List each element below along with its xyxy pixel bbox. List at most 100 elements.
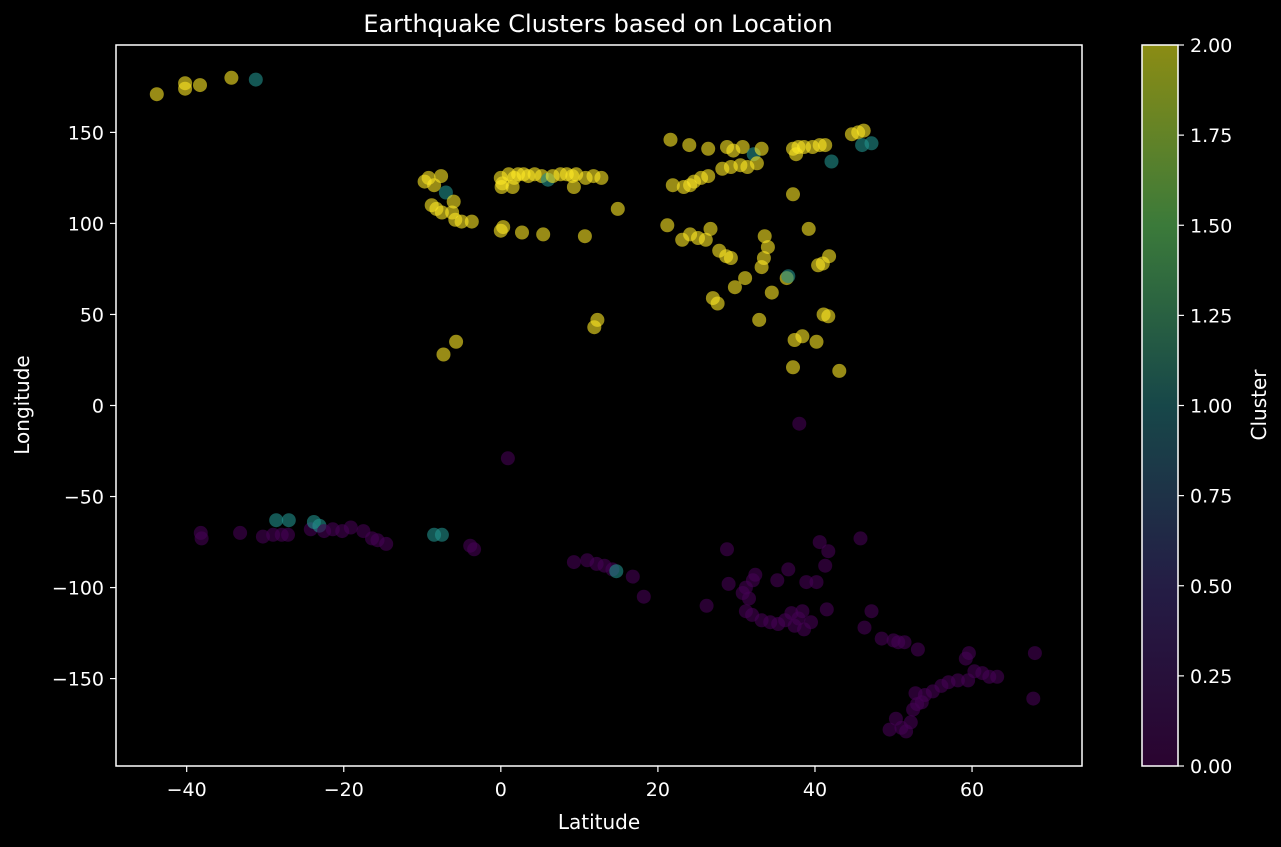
data-point-50 [663, 132, 678, 147]
data-point-115 [792, 416, 807, 431]
data-point-83 [660, 218, 675, 233]
data-point-68 [749, 156, 764, 171]
data-point-184 [910, 642, 925, 657]
data-point-51 [682, 138, 697, 153]
data-point-97 [757, 229, 772, 244]
data-point-114 [832, 363, 847, 378]
data-point-82 [786, 187, 800, 202]
data-point-201 [961, 646, 976, 661]
data-point-198 [950, 673, 965, 688]
data-point-180 [874, 631, 889, 646]
colorbar-tick-label-0: 0.00 [1190, 756, 1232, 778]
data-point-17 [454, 214, 469, 229]
data-point-20 [449, 334, 464, 349]
data-point-112 [809, 334, 824, 349]
data-point-154 [742, 591, 756, 606]
y-tick-label-6: 150 [68, 122, 104, 144]
data-point-74 [818, 138, 833, 153]
data-point-75 [789, 147, 804, 162]
data-point-174 [821, 544, 836, 559]
colorbar-label: Cluster [1247, 369, 1271, 441]
x-tick-label-2: 0 [495, 779, 507, 801]
data-point-177 [853, 531, 868, 546]
data-point-96 [752, 312, 767, 327]
data-point-92 [727, 280, 742, 295]
data-point-109 [821, 309, 836, 324]
data-point-207 [1026, 691, 1041, 706]
data-point-41 [594, 170, 609, 185]
data-point-113 [786, 360, 800, 375]
data-point-98 [760, 240, 775, 255]
y-tick-label-0: −150 [52, 669, 104, 691]
data-point-0 [149, 87, 164, 102]
colorbar-tick-label-2: 0.50 [1190, 576, 1232, 598]
data-point-5 [248, 72, 263, 87]
data-point-95 [738, 271, 753, 286]
data-point-38 [566, 180, 581, 194]
data-point-12 [434, 205, 449, 220]
data-point-63 [701, 169, 716, 184]
data-point-14 [446, 194, 461, 209]
data-point-103 [781, 269, 796, 284]
data-point-19 [436, 347, 451, 362]
data-point-140 [467, 542, 482, 557]
data-point-172 [809, 575, 824, 590]
data-point-156 [748, 567, 763, 582]
data-point-101 [764, 285, 779, 300]
data-point-118 [194, 531, 209, 546]
data-point-94 [710, 296, 725, 311]
data-point-168 [795, 604, 810, 619]
colorbar-tick-label-8: 2.00 [1190, 35, 1232, 57]
data-point-100 [754, 260, 769, 275]
data-point-23 [494, 180, 509, 194]
data-point-49 [590, 312, 605, 327]
y-tick-label-3: 0 [92, 396, 104, 418]
colorbar-ticks: 0.00 0.25 0.50 0.75 1.00 1.25 1.50 1.75 2.00 [1178, 35, 1232, 778]
data-point-4 [224, 70, 239, 85]
x-axis-ticks: −40 −20 0 20 40 60 [167, 766, 984, 801]
data-point-138 [434, 527, 449, 542]
data-point-169 [770, 573, 785, 588]
data-point-175 [818, 558, 833, 573]
plot-area: −40 −20 0 20 40 60 −150 −100 −50 0 50 100 150 [52, 44, 1083, 801]
data-point-107 [822, 249, 837, 264]
colorbar-tick-label-4: 1.00 [1190, 396, 1232, 418]
data-points [149, 70, 1042, 739]
data-point-88 [703, 221, 718, 236]
data-point-166 [804, 615, 818, 630]
colorbar-tick-label-6: 1.50 [1190, 215, 1232, 237]
data-point-26 [505, 180, 520, 194]
data-point-147 [625, 569, 640, 584]
data-point-179 [864, 604, 879, 619]
data-point-42 [610, 201, 625, 216]
chart-title: Earthquake Clusters based on Location [363, 10, 832, 38]
data-point-104 [801, 221, 816, 236]
data-point-132 [343, 520, 358, 535]
data-point-178 [857, 620, 872, 635]
x-axis-label: Latitude [558, 810, 640, 834]
data-point-57 [754, 141, 769, 156]
data-point-76 [824, 154, 839, 169]
x-tick-label-1: −20 [324, 779, 364, 801]
y-tick-label-2: −50 [64, 487, 104, 509]
colorbar-gradient [1141, 44, 1179, 767]
data-point-170 [781, 562, 796, 577]
y-tick-label-5: 100 [68, 213, 104, 235]
x-tick-label-5: 60 [960, 779, 984, 801]
y-tick-label-4: 50 [80, 304, 104, 326]
data-point-125 [281, 513, 296, 528]
axes-frame [115, 44, 1083, 767]
colorbar-tick-label-3: 0.75 [1190, 486, 1232, 508]
data-point-183 [897, 635, 912, 650]
data-point-45 [515, 225, 529, 240]
data-point-149 [699, 598, 714, 613]
colorbar-tick-label-5: 1.25 [1190, 305, 1232, 327]
data-point-9 [434, 169, 449, 184]
data-point-87 [698, 232, 713, 247]
x-tick-label-3: 20 [646, 779, 670, 801]
data-point-81 [864, 136, 879, 151]
data-point-124 [281, 527, 295, 542]
data-point-167 [784, 606, 799, 621]
x-tick-label-0: −40 [167, 779, 207, 801]
